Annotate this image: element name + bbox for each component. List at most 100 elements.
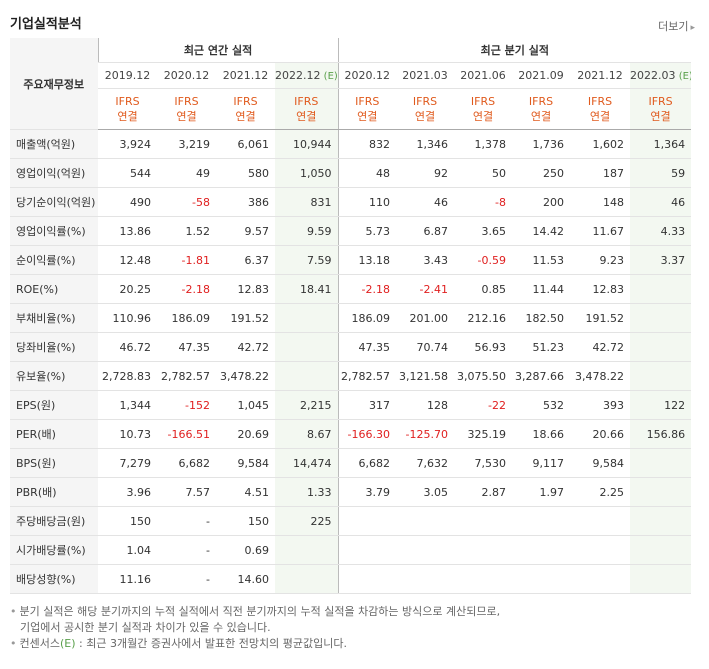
- table-cell: 187: [570, 158, 631, 188]
- table-cell: -: [157, 506, 216, 536]
- table-cell: 2,728.83: [98, 361, 157, 391]
- standard-row: IFRS 연결 IFRS 연결 IFRS 연결 IFRS 연결 IFRS 연결 IFRS 연결 IFRS…: [10, 88, 692, 130]
- standard-header: IFRS 연결: [216, 88, 275, 130]
- row-label: 영업이익률(%): [10, 216, 98, 246]
- table-row: 영업이익률(%) 13.86 1.52 9.57 9.59 5.73 6.87 3.65 14.…: [10, 216, 692, 246]
- table-cell: 14.60: [216, 564, 275, 594]
- table-cell: 20.69: [216, 419, 275, 449]
- table-cell: 18.41: [275, 274, 339, 304]
- table-cell: [275, 361, 339, 391]
- table-cell: [630, 274, 692, 304]
- standard-header: IFRS 연결: [396, 88, 455, 130]
- table-cell: 1,602: [570, 129, 631, 159]
- row-label: 당좌비율(%): [10, 332, 98, 362]
- section-title: 기업실적분석: [10, 17, 82, 32]
- table-cell: 150: [98, 506, 157, 536]
- row-label: PBR(배): [10, 477, 98, 507]
- table-cell: 532: [512, 390, 571, 420]
- table-cell: 7.59: [275, 245, 339, 275]
- table-cell: 1,346: [396, 129, 455, 159]
- table-cell: 2,782.57: [337, 361, 397, 391]
- table-row: BPS(원) 7,279 6,682 9,584 14,474 6,682 7,632 7,5…: [10, 448, 692, 478]
- note-1-cont: 기업에서 공시한 분기 실적과 차이가 있을 수 있습니다.: [20, 621, 271, 634]
- table-cell: 18.66: [512, 419, 571, 449]
- table-cell: 3,478.22: [570, 361, 631, 391]
- standard-header: IFRS 연결: [630, 88, 692, 130]
- period-header: 2019.12: [98, 62, 157, 89]
- table-cell: 3,219: [157, 129, 216, 159]
- period-header: 2022.03 (E): [630, 62, 692, 89]
- table-cell: 317: [337, 390, 397, 420]
- table-cell: 831: [275, 187, 339, 217]
- table-cell: 386: [216, 187, 275, 217]
- table-cell: 7.57: [157, 477, 216, 507]
- table-cell: 9,584: [216, 448, 275, 478]
- table-cell: 6,682: [157, 448, 216, 478]
- table-cell: 6,682: [337, 448, 397, 478]
- table-cell: 110.96: [98, 303, 157, 333]
- table-cell: [396, 535, 455, 565]
- period-header: 2021.12: [570, 62, 631, 89]
- table-cell: -2.41: [396, 274, 455, 304]
- table-cell: 200: [512, 187, 571, 217]
- table-cell: 12.83: [570, 274, 631, 304]
- more-link[interactable]: 더보기 ▸: [658, 18, 695, 34]
- table-cell: [630, 448, 692, 478]
- standard-header: IFRS 연결: [157, 88, 216, 130]
- table-cell: 182.50: [512, 303, 571, 333]
- table-row: EPS(원) 1,344 -152 1,045 2,215 317 128 -22 532 393…: [10, 390, 692, 420]
- table-cell: 3.65: [454, 216, 513, 246]
- row-label: 영업이익(억원): [10, 158, 98, 188]
- table-cell: [512, 535, 571, 565]
- period-header: 2020.12: [337, 62, 397, 89]
- table-cell: [396, 564, 455, 594]
- table-cell: 3.37: [630, 245, 692, 275]
- more-label: 더보기: [658, 20, 689, 33]
- chevron-right-icon: ▸: [690, 23, 695, 33]
- table-row: 영업이익(억원) 544 49 580 1,050 48 92 50 250 187 59: [10, 158, 692, 188]
- estimate-mark: (E): [678, 71, 691, 82]
- table-cell: 2.25: [570, 477, 631, 507]
- standard-header: IFRS 연결: [512, 88, 571, 130]
- table-cell: 580: [216, 158, 275, 188]
- table-cell: 5.73: [337, 216, 397, 246]
- note-2: • 컨센서스(E) : 최근 3개월간 증권사에서 발표한 전망치의 평균값입니다…: [10, 637, 347, 650]
- table-row: 배당성향(%) 11.16-14.60: [10, 564, 692, 594]
- table-cell: 6,061: [216, 129, 275, 159]
- table-cell: [337, 506, 397, 536]
- table-cell: 186.09: [337, 303, 397, 333]
- table-row: 시가배당률(%) 1.04-0.69: [10, 535, 692, 565]
- table-cell: [630, 477, 692, 507]
- table-cell: 1,736: [512, 129, 571, 159]
- table-cell: 56.93: [454, 332, 513, 362]
- table-cell: 110: [337, 187, 397, 217]
- period-header: 2021.03: [396, 62, 455, 89]
- table-cell: 3,924: [98, 129, 157, 159]
- table-cell: [275, 535, 339, 565]
- corner-header: 주요재무정보: [10, 38, 98, 130]
- table-cell: 9,584: [570, 448, 631, 478]
- row-label: EPS(원): [10, 390, 98, 420]
- table-cell: 14,474: [275, 448, 339, 478]
- table-cell: 12.83: [216, 274, 275, 304]
- table-cell: 2,215: [275, 390, 339, 420]
- table-cell: 3,287.66: [512, 361, 571, 391]
- row-label: PER(배): [10, 419, 98, 449]
- table-row: 당좌비율(%) 46.72 47.35 42.72 47.35 70.74 56.93 51.…: [10, 332, 692, 362]
- table-cell: 1,364: [630, 129, 692, 159]
- table-cell: 59: [630, 158, 692, 188]
- table-cell: [454, 506, 513, 536]
- table-cell: 1,344: [98, 390, 157, 420]
- table-cell: 4.33: [630, 216, 692, 246]
- table-cell: 150: [216, 506, 275, 536]
- table-cell: 11.53: [512, 245, 571, 275]
- table-cell: -0.59: [454, 245, 513, 275]
- table-cell: 2,782.57: [157, 361, 216, 391]
- table-cell: 46: [630, 187, 692, 217]
- table-cell: 6.37: [216, 245, 275, 275]
- table-cell: [630, 506, 692, 536]
- table-cell: 3,121.58: [396, 361, 455, 391]
- table-cell: 49: [157, 158, 216, 188]
- table-cell: [337, 564, 397, 594]
- table-cell: -1.81: [157, 245, 216, 275]
